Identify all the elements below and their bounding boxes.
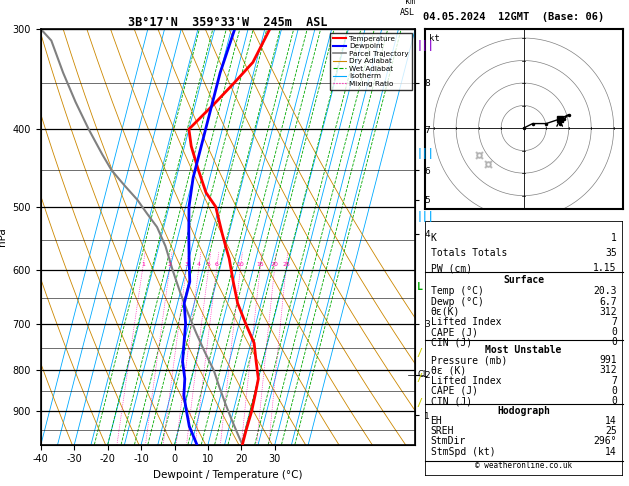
- Text: CAPE (J): CAPE (J): [430, 327, 477, 337]
- Text: θε (K): θε (K): [430, 365, 465, 375]
- Text: /: /: [416, 348, 422, 358]
- Text: CIN (J): CIN (J): [430, 337, 472, 347]
- Text: 20: 20: [270, 262, 279, 267]
- Text: Totals Totals: Totals Totals: [430, 248, 507, 258]
- Text: Most Unstable: Most Unstable: [486, 345, 562, 355]
- Text: Lifted Index: Lifted Index: [430, 376, 501, 385]
- Text: Hodograph: Hodograph: [497, 406, 550, 416]
- Y-axis label: hPa: hPa: [0, 227, 7, 246]
- Text: SREH: SREH: [430, 426, 454, 436]
- Text: 6.7: 6.7: [599, 296, 617, 307]
- Text: CL: CL: [418, 370, 428, 379]
- X-axis label: Dewpoint / Temperature (°C): Dewpoint / Temperature (°C): [153, 470, 303, 480]
- Text: CIN (J): CIN (J): [430, 396, 472, 406]
- Text: EH: EH: [430, 416, 442, 426]
- Legend: Temperature, Dewpoint, Parcel Trajectory, Dry Adiabat, Wet Adiabat, Isotherm, Mi: Temperature, Dewpoint, Parcel Trajectory…: [330, 33, 411, 89]
- Text: |||: |||: [416, 210, 434, 222]
- Text: kt: kt: [428, 35, 439, 43]
- Text: 04.05.2024  12GMT  (Base: 06): 04.05.2024 12GMT (Base: 06): [423, 12, 604, 22]
- Text: Temp (°C): Temp (°C): [430, 286, 484, 296]
- Title: 3B°17'N  359°33'W  245m  ASL: 3B°17'N 359°33'W 245m ASL: [128, 16, 328, 29]
- Text: 2: 2: [168, 262, 172, 267]
- Text: 25: 25: [605, 426, 617, 436]
- Text: 20.3: 20.3: [593, 286, 617, 296]
- Text: 7: 7: [611, 376, 617, 385]
- Text: 14: 14: [605, 447, 617, 456]
- Text: Dewp (°C): Dewp (°C): [430, 296, 484, 307]
- Text: /: /: [416, 373, 422, 383]
- Text: StmDir: StmDir: [430, 436, 465, 446]
- Text: 35: 35: [605, 248, 617, 258]
- Text: L: L: [416, 282, 422, 292]
- Text: Surface: Surface: [503, 275, 544, 285]
- Text: 3: 3: [184, 262, 189, 267]
- Text: CAPE (J): CAPE (J): [430, 386, 477, 396]
- Text: Lifted Index: Lifted Index: [430, 317, 501, 327]
- Text: Pressure (mb): Pressure (mb): [430, 355, 507, 365]
- Text: StmSpd (kt): StmSpd (kt): [430, 447, 495, 456]
- Text: 6: 6: [215, 262, 219, 267]
- Text: 991: 991: [599, 355, 617, 365]
- Text: 0: 0: [611, 386, 617, 396]
- Text: 1: 1: [611, 233, 617, 243]
- Text: 296°: 296°: [593, 436, 617, 446]
- Text: 10: 10: [237, 262, 245, 267]
- Text: © weatheronline.co.uk: © weatheronline.co.uk: [475, 461, 572, 470]
- Text: 25: 25: [282, 262, 290, 267]
- Text: km
ASL: km ASL: [400, 0, 415, 17]
- Text: 0: 0: [611, 327, 617, 337]
- Text: 14: 14: [605, 416, 617, 426]
- Text: 1: 1: [141, 262, 145, 267]
- Text: /: /: [416, 398, 422, 408]
- Text: 15: 15: [257, 262, 264, 267]
- Text: 4: 4: [197, 262, 201, 267]
- Text: 7: 7: [611, 317, 617, 327]
- Text: K: K: [430, 233, 437, 243]
- Text: 0: 0: [611, 396, 617, 406]
- Text: PW (cm): PW (cm): [430, 263, 472, 273]
- Text: |||: |||: [416, 148, 434, 159]
- Text: 0: 0: [611, 337, 617, 347]
- Text: 312: 312: [599, 307, 617, 317]
- Text: 312: 312: [599, 365, 617, 375]
- Text: 5: 5: [207, 262, 211, 267]
- Text: 1.15: 1.15: [593, 263, 617, 273]
- Text: |||: |||: [416, 40, 434, 52]
- Text: θε(K): θε(K): [430, 307, 460, 317]
